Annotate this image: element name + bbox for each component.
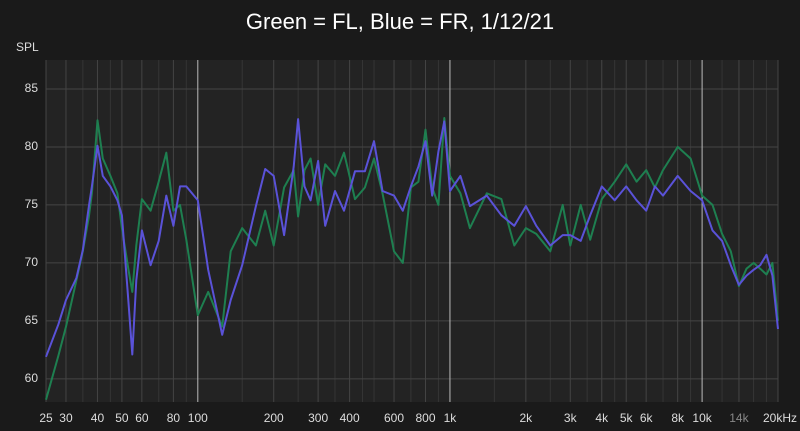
x-tick-label: 2k [520,411,534,425]
x-tick-label: 30 [59,411,73,425]
x-tick-label: 20kHz [763,411,797,425]
x-tick-label: 10k [692,411,712,425]
y-tick-label: 75 [25,197,39,211]
y-tick-label: 70 [25,255,39,269]
x-tick-label: 4k [595,411,609,425]
x-tick-label: 800 [416,411,436,425]
x-tick-label: 25 [39,411,53,425]
x-tick-label: 300 [308,411,328,425]
series-line [45,118,779,358]
x-tick-label: 100 [188,411,208,425]
x-tick-label: 600 [384,411,404,425]
chart-title: Green = FL, Blue = FR, 1/12/21 [246,9,554,34]
plot-area [46,60,778,402]
y-tick-label: 65 [25,313,39,327]
x-tick-label: 8k [671,411,685,425]
series-line [45,117,779,400]
x-tick-label: 14k [729,411,749,425]
x-tick-label: 6k [640,411,654,425]
x-tick-label: 5k [620,411,634,425]
y-tick-label: 60 [25,371,39,385]
y-axis-label: SPL [16,40,39,54]
x-tick-label: 60 [135,411,149,425]
x-tick-label: 80 [167,411,181,425]
x-tick-label: 400 [340,411,360,425]
x-tick-label: 3k [564,411,578,425]
x-tick-label: 1k [444,411,458,425]
x-tick-label: 40 [91,411,105,425]
y-tick-label: 85 [25,81,39,95]
y-tick-label: 80 [25,139,39,153]
x-tick-label: 200 [264,411,284,425]
x-tick-label: 50 [115,411,129,425]
